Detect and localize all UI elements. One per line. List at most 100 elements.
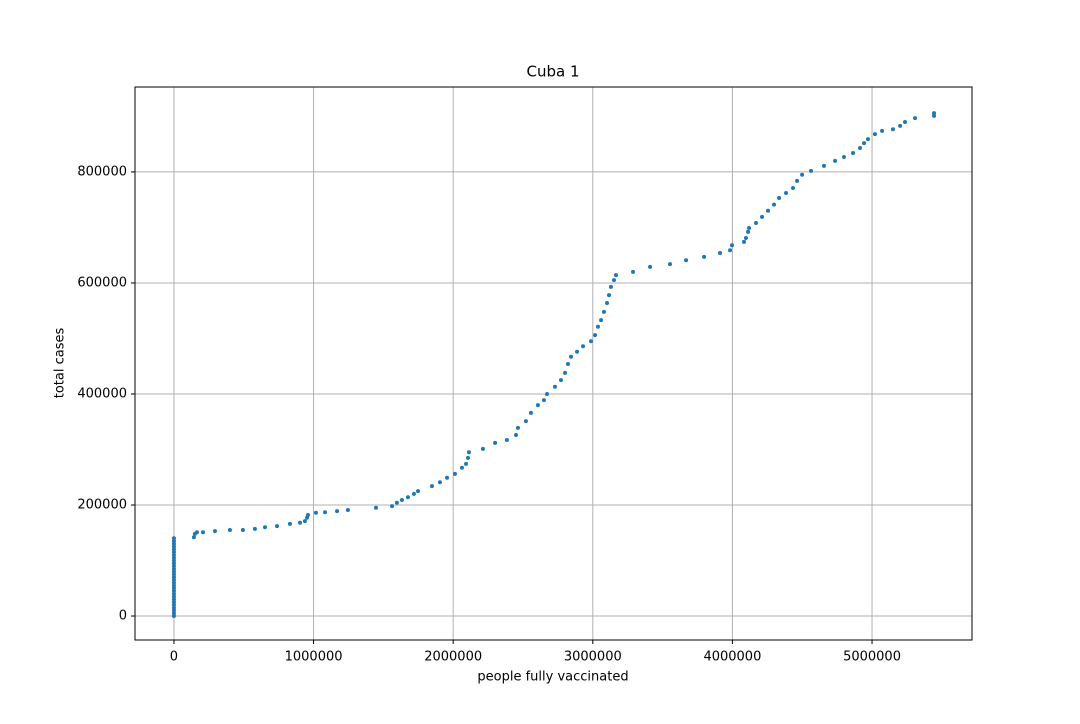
point [171, 566, 176, 571]
point [200, 530, 205, 535]
point [523, 419, 528, 424]
point [437, 480, 442, 485]
point [459, 465, 464, 470]
point [595, 324, 600, 329]
point [429, 484, 434, 489]
point [171, 608, 176, 613]
point [411, 491, 416, 496]
point [405, 495, 410, 500]
point [760, 214, 765, 219]
chart-title: Cuba 1 [526, 63, 579, 81]
point [833, 158, 838, 163]
point [274, 524, 279, 529]
point [932, 111, 937, 116]
point [648, 264, 653, 269]
point [171, 550, 176, 555]
x-tick-label: 5000000 [843, 650, 901, 665]
point [171, 552, 176, 557]
point [171, 547, 176, 552]
point [171, 577, 176, 582]
point [171, 586, 176, 591]
point [262, 525, 267, 530]
point [581, 344, 586, 349]
y-tick-label: 400000 [77, 386, 127, 401]
point [416, 489, 421, 494]
point [890, 127, 895, 132]
point [171, 597, 176, 602]
point [302, 519, 307, 524]
point [742, 239, 747, 244]
point [599, 318, 604, 323]
point [932, 113, 937, 118]
point [865, 137, 870, 142]
point [772, 202, 777, 207]
point [515, 425, 520, 430]
point [335, 509, 340, 514]
point [305, 512, 310, 517]
point [323, 510, 328, 515]
point [252, 526, 257, 531]
point [373, 505, 378, 510]
point [345, 507, 350, 512]
point [822, 163, 827, 168]
point [743, 235, 748, 240]
point [858, 146, 863, 151]
point [898, 123, 903, 128]
point [213, 529, 218, 534]
point [171, 558, 176, 563]
point [171, 539, 176, 544]
point [445, 475, 450, 480]
point [287, 521, 292, 526]
point [227, 527, 232, 532]
point [606, 293, 611, 298]
point [528, 410, 533, 415]
point [194, 530, 199, 535]
point [575, 349, 580, 354]
point [171, 614, 176, 619]
point [754, 221, 759, 226]
point [171, 591, 176, 596]
point [729, 243, 734, 248]
point [777, 196, 782, 201]
point [466, 450, 471, 455]
point [565, 361, 570, 366]
point [558, 378, 563, 383]
point [608, 284, 613, 289]
point [171, 572, 176, 577]
point [191, 535, 196, 540]
point [862, 141, 867, 146]
point [171, 611, 176, 616]
point [171, 580, 176, 585]
point [240, 527, 245, 532]
y-tick-label: 200000 [77, 497, 127, 512]
point [795, 178, 800, 183]
point [541, 398, 546, 403]
point [171, 600, 176, 605]
x-tick-label: 0 [170, 650, 178, 665]
point [809, 168, 814, 173]
point [171, 594, 176, 599]
point [480, 446, 485, 451]
point [545, 391, 550, 396]
point [171, 536, 176, 541]
point [880, 128, 885, 133]
point [171, 569, 176, 574]
x-tick-label: 4000000 [703, 650, 761, 665]
point [588, 339, 593, 344]
point [717, 250, 722, 255]
point [171, 561, 176, 566]
x-axis-label: people fully vaccinated [477, 670, 628, 685]
point [791, 186, 796, 191]
point [464, 461, 469, 466]
point [453, 471, 458, 476]
point [390, 504, 395, 509]
point [613, 273, 618, 278]
y-tick-label: 800000 [77, 164, 127, 179]
point [601, 309, 606, 314]
point [171, 589, 176, 594]
plot-frame [134, 86, 973, 641]
y-tick-label: 600000 [77, 275, 127, 290]
point [766, 208, 771, 213]
